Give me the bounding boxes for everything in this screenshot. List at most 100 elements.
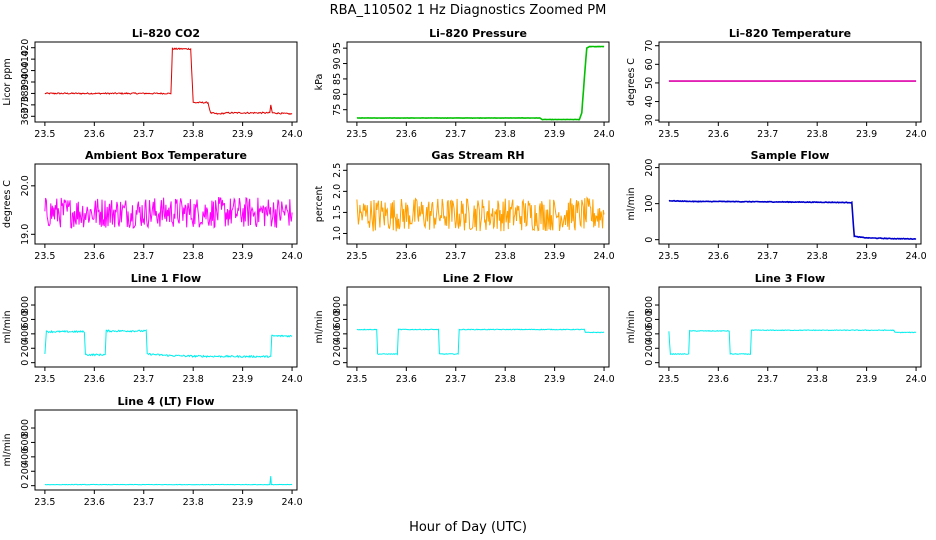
panel-2-title: Li–820 Pressure <box>429 27 527 40</box>
panel-7-plot-frame <box>34 286 298 368</box>
panel-4-series-line <box>44 197 293 229</box>
panel-6-x-tick-label: 23.6 <box>708 251 729 262</box>
panel-8-title: Line 2 Flow <box>443 272 513 285</box>
panel-1-x-tick-label: 23.9 <box>232 129 253 140</box>
panel-3-x-tick-label: 23.9 <box>856 129 877 140</box>
panel-9-y-axis-label: ml/min <box>626 310 637 343</box>
panel-2-plot-frame <box>346 41 610 123</box>
panel-3-plot-frame <box>658 41 922 123</box>
panel-9-y-tick-label: 600 <box>644 310 655 328</box>
panel-2-y-axis-label: kPa <box>314 74 325 91</box>
panel-10-y-tick-label: 400 <box>20 448 31 466</box>
panel-4-y-tick-label: 19.0 <box>20 224 31 245</box>
panel-2-y-tick-label: 85 <box>332 73 343 85</box>
panel-10-y-axis-label: ml/min <box>2 433 13 466</box>
panel-7-x-tick-label: 23.8 <box>183 374 204 385</box>
panel-8-x-tick-label: 24.0 <box>593 374 614 385</box>
panel-1-x-tick-label: 23.6 <box>84 129 105 140</box>
panel-1-x-tick-label: 24.0 <box>281 129 302 140</box>
panel-2-y-tick-label: 95 <box>332 42 343 54</box>
panel-6-y-tick-label: 200 <box>644 159 655 177</box>
panel-3-x-tick-label: 23.7 <box>757 129 778 140</box>
panel-7-y-tick-label: 800 <box>20 296 31 314</box>
panel-1-y-axis-label: Licor ppm <box>2 58 13 105</box>
panel-9-y-tick-label: 800 <box>644 296 655 314</box>
panel-1-y-tick-label: 410 <box>20 50 31 68</box>
figure-title: RBA_110502 1 Hz Diagnostics Zoomed PM <box>330 3 607 18</box>
panel-6-y-tick-label: 0 <box>644 237 655 243</box>
panel-3-y-tick-label: 50 <box>644 77 655 89</box>
panel-9-y-tick-label: 400 <box>644 325 655 343</box>
panel-2-x-tick-label: 23.5 <box>346 129 367 140</box>
panel-1-series-line <box>44 47 293 116</box>
panel-4-x-tick-label: 23.9 <box>232 251 253 262</box>
panel-3: Li–820 Temperature degrees C 23.5 23.6 23.7 2… <box>626 27 927 140</box>
panel-8-x-tick-label: 23.5 <box>346 374 367 385</box>
panel-10-y-tick-label: 200 <box>20 462 31 480</box>
panel-2-series-line <box>356 45 605 121</box>
panel-6-y-tick-label: 100 <box>644 195 655 213</box>
panel-6-x-tick-label: 23.7 <box>757 251 778 262</box>
panel-1-x-tick-label: 23.5 <box>34 129 55 140</box>
panel-3-y-tick-label: 40 <box>644 95 655 107</box>
panel-4-x-tick-label: 23.7 <box>133 251 154 262</box>
panel-5-title: Gas Stream RH <box>431 149 524 162</box>
panel-9-x-tick-label: 23.6 <box>708 374 729 385</box>
panel-4-y-axis-label: degrees C <box>2 180 13 228</box>
panel-6-plot-frame <box>658 163 922 245</box>
panel-6-x-tick-label: 23.5 <box>658 251 679 262</box>
panel-6: Sample Flow ml/min 23.5 23.6 23.7 23.8 23.9 24.… <box>626 149 927 262</box>
panel-3-y-tick-label: 70 <box>644 40 655 52</box>
panel-10-x-tick-label: 23.9 <box>232 497 253 508</box>
panel-2-x-tick-label: 23.7 <box>445 129 466 140</box>
panel-7-y-tick-label: 400 <box>20 325 31 343</box>
panel-8-plot-frame <box>346 286 610 368</box>
panel-7-y-tick-label: 600 <box>20 310 31 328</box>
panel-5-x-tick-label: 23.9 <box>544 251 565 262</box>
panel-1: Li–820 CO2 Licor ppm 23.5 23.6 23.7 23.8 23.9 2… <box>2 27 303 140</box>
panel-10-x-tick-label: 23.6 <box>84 497 105 508</box>
panel-3-x-tick-label: 23.6 <box>708 129 729 140</box>
panel-2-x-tick-label: 24.0 <box>593 129 614 140</box>
panel-4-x-tick-label: 23.5 <box>34 251 55 262</box>
panel-5-series-line <box>356 196 605 232</box>
figure-x-axis-label: Hour of Day (UTC) <box>409 520 527 535</box>
panel-10-x-tick-label: 23.8 <box>183 497 204 508</box>
panel-2-y-tick-label: 80 <box>332 88 343 100</box>
panel-3-title: Li–820 Temperature <box>729 27 851 40</box>
panel-10-y-tick-label: 600 <box>20 433 31 451</box>
panel-3-x-tick-label: 24.0 <box>905 129 926 140</box>
panel-1-x-tick-label: 23.7 <box>133 129 154 140</box>
panel-8-y-tick-label: 200 <box>332 339 343 357</box>
panel-8-series-line <box>356 328 605 356</box>
panel-10-plot-frame <box>34 409 298 491</box>
panel-5-y-axis-label: percent <box>314 186 325 223</box>
panel-5-y-tick-label: 1.0 <box>332 226 343 241</box>
panel-8-y-tick-label: 0 <box>332 360 343 366</box>
panel-3-y-axis-label: degrees C <box>626 58 637 106</box>
panel-9-x-tick-label: 23.8 <box>807 374 828 385</box>
panel-8-y-tick-label: 400 <box>332 325 343 343</box>
panel-7-series-line <box>44 329 293 359</box>
panel-8: Line 2 Flow ml/min 23.5 23.6 23.7 23.8 23.9 24.… <box>314 272 615 385</box>
panel-1-y-tick-label: 400 <box>20 62 31 80</box>
panel-4: Ambient Box Temperature degrees C 23.5 23.6… <box>2 149 303 262</box>
panel-1-y-tick-label: 390 <box>20 73 31 91</box>
panel-2-y-tick-label: 90 <box>332 57 343 69</box>
panel-1-title: Li–820 CO2 <box>132 27 200 40</box>
panel-7: Line 1 Flow ml/min 23.5 23.6 23.7 23.8 23.9 24.… <box>2 272 303 385</box>
panel-9-plot-frame <box>658 286 922 368</box>
panel-4-title: Ambient Box Temperature <box>85 149 247 162</box>
panel-10: Line 4 (LT) Flow ml/min 23.5 23.6 23.7 23.8 23… <box>2 395 303 508</box>
panel-5-x-tick-label: 24.0 <box>593 251 614 262</box>
panel-1-y-tick-label: 360 <box>20 107 31 125</box>
panel-8-y-tick-label: 800 <box>332 296 343 314</box>
panel-9-y-tick-label: 200 <box>644 339 655 357</box>
panel-7-x-tick-label: 23.6 <box>84 374 105 385</box>
panel-3-x-tick-label: 23.5 <box>658 129 679 140</box>
panel-6-y-axis-label: ml/min <box>626 187 637 220</box>
panel-7-y-tick-label: 0 <box>20 360 31 366</box>
panel-10-x-tick-label: 23.7 <box>133 497 154 508</box>
panel-4-x-tick-label: 23.8 <box>183 251 204 262</box>
